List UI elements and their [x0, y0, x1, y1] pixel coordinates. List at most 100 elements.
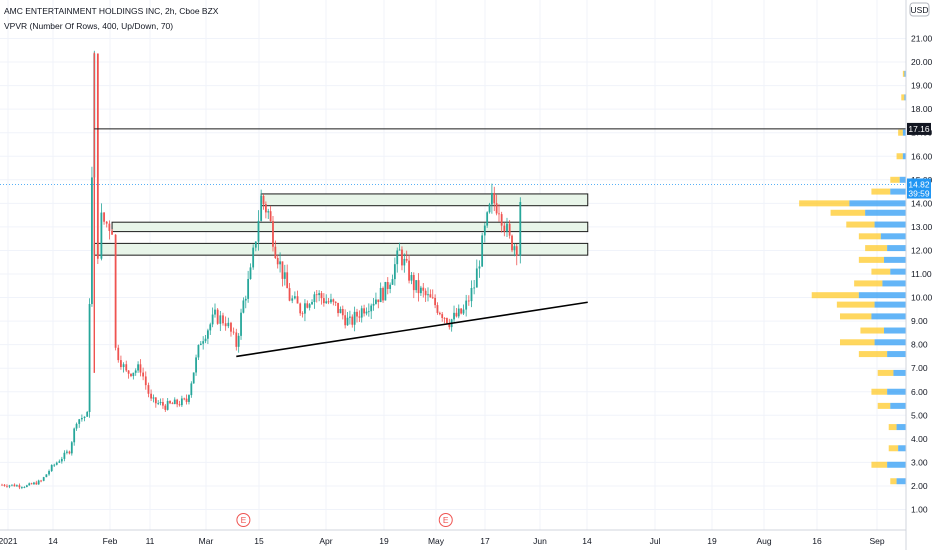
x-tick-label: 14 [48, 536, 58, 546]
x-tick-label: 14 [582, 536, 592, 546]
candle-body [334, 301, 337, 303]
candle-body [320, 293, 323, 299]
earnings-marker-label: E [443, 515, 449, 525]
candle-body [37, 480, 40, 485]
volume-profile-up-bar [874, 221, 906, 228]
candle-body [274, 246, 277, 258]
candle-body [346, 317, 349, 326]
candle-body [13, 484, 16, 487]
candle-body [475, 268, 478, 288]
candle-body [372, 303, 375, 306]
candle-body [78, 419, 81, 424]
candle-body [254, 241, 257, 248]
candle-body [152, 397, 155, 399]
candle-body [417, 280, 420, 294]
candle-body [283, 272, 286, 279]
volume-profile-down-bar [836, 301, 875, 308]
y-tick-label: 7.00 [911, 363, 928, 373]
volume-profile-up-bar [890, 188, 906, 195]
candle-body [422, 287, 425, 291]
volume-profile-down-bar [901, 94, 905, 101]
candle-body [448, 323, 451, 328]
candle-body [325, 301, 328, 304]
volume-profile-up-bar [882, 280, 906, 287]
earnings-marker [236, 513, 251, 527]
candle-body [446, 318, 448, 324]
candle-body [249, 267, 252, 279]
candle-body [11, 484, 13, 486]
candle-body [420, 287, 422, 294]
candle-body [389, 284, 392, 289]
candle-body [216, 309, 219, 324]
resistance-price-tag [907, 122, 931, 135]
candle-body [219, 315, 222, 324]
candle-body [6, 485, 8, 487]
x-tick-label: 19 [379, 536, 389, 546]
candle-body [513, 246, 516, 251]
candle-body [503, 225, 506, 232]
volume-profile-down-bar [799, 200, 850, 207]
candle-body [264, 204, 267, 213]
y-tick-label: 1.00 [911, 505, 928, 515]
candle-body [154, 397, 157, 404]
candle-body [327, 301, 330, 303]
volume-profile-up-bar [865, 209, 906, 216]
candle-body [23, 487, 26, 488]
candle-body [137, 364, 139, 371]
resistance-price-label: 17.16 [908, 124, 930, 134]
volume-profile-down-bar [811, 292, 859, 299]
candle-body [164, 405, 167, 410]
y-tick-label: 3.00 [911, 457, 928, 467]
candle-body [370, 305, 373, 312]
x-tick-label: Jul [650, 536, 661, 546]
volume-profile-up-bar [858, 292, 906, 299]
candle-body [337, 302, 339, 314]
candle-body [86, 412, 89, 417]
last-price-tag [907, 178, 931, 199]
symbol-title[interactable]: AMC ENTERTAINMENT HOLDINGS INC, 2h, Cboe… [4, 6, 219, 16]
y-tick-label: 19.00 [911, 81, 932, 91]
candle-body [214, 309, 216, 315]
candle-body [288, 288, 291, 301]
y-tick-label: 16.00 [911, 151, 932, 161]
candle-body [103, 212, 105, 222]
candle-body [515, 246, 518, 256]
indicator-title[interactable]: VPVR (Number Of Rows, 400, Up/Down, 70) [4, 21, 174, 31]
volume-profile-down-bar [858, 233, 881, 240]
candle-body [382, 287, 384, 301]
candle-body [1, 484, 3, 486]
candle-body [35, 482, 38, 485]
candle-body [195, 357, 197, 373]
volume-profile-down-bar [888, 424, 897, 431]
candle-body [257, 220, 260, 242]
candle-body [330, 299, 332, 303]
candle-body [408, 260, 410, 281]
candle-body [393, 264, 396, 280]
candle-body [313, 294, 316, 303]
candle-body [150, 393, 152, 399]
x-tick-label: Sep [869, 536, 884, 546]
candle-body [68, 451, 71, 454]
volume-profile-down-bar [840, 339, 875, 346]
y-tick-label: 5.00 [911, 410, 928, 420]
candle-body [427, 294, 429, 296]
candle-body [122, 364, 125, 368]
volume-profile-down-bar [854, 280, 883, 287]
candle-body [360, 308, 363, 318]
candle-body [415, 280, 418, 291]
support-zones [93, 193, 589, 256]
candle-body [429, 294, 432, 298]
bar-countdown-label: 39:59 [908, 189, 930, 199]
candle-body [83, 416, 86, 419]
candle-body [240, 312, 242, 336]
candle-body [185, 398, 188, 402]
candle-body [3, 484, 6, 486]
x-tick-label: 17 [480, 536, 490, 546]
candle-body [291, 298, 294, 301]
volume-profile-up-bar [874, 339, 906, 346]
candle-body [308, 304, 311, 308]
y-tick-label: 6.00 [911, 387, 928, 397]
volume-profile-up-bar [871, 313, 906, 320]
volume-profile-up-bar [899, 176, 906, 183]
